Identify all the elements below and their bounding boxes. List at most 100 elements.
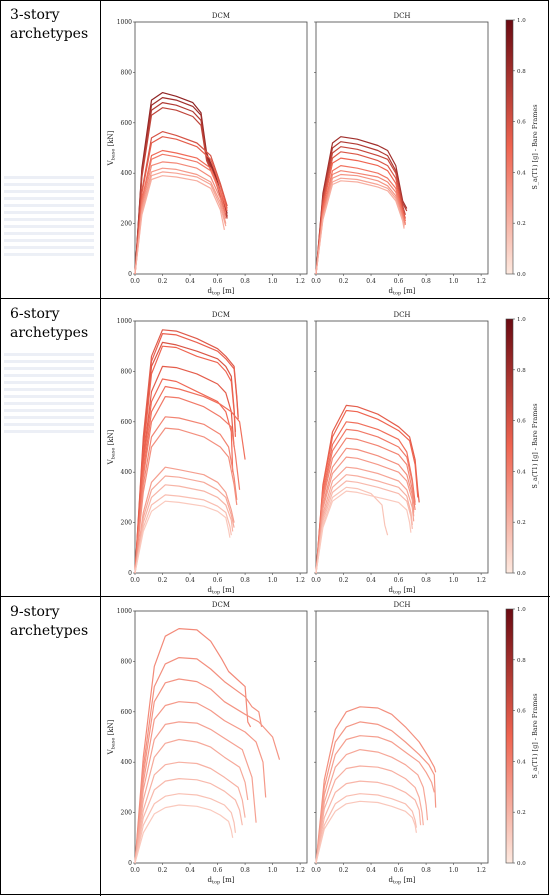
colorbar-bar (505, 19, 514, 275)
series-line (315, 721, 437, 864)
plot-frame (315, 320, 489, 574)
x-tick-label: 0.6 (394, 278, 404, 285)
x-tick-label: 1.2 (295, 278, 305, 285)
colorbar-tick-label: 0.8 (517, 69, 526, 75)
series-line (315, 490, 412, 574)
x-tick-label: 0.4 (366, 867, 376, 874)
x-tick-label: 0.0 (311, 278, 321, 285)
series-line (134, 161, 227, 275)
x-tick-label: 1.2 (476, 278, 486, 285)
colorbar-label: S_a(T1) [g] - Bare Frames (531, 693, 539, 778)
colorbar-tick-label: 0.2 (517, 810, 526, 816)
series-line (315, 437, 416, 574)
series-line (134, 149, 228, 275)
row-label-3-story: 3-story archetypes (10, 7, 89, 42)
series-line (315, 157, 406, 275)
y-tick-label: 800 (121, 69, 133, 76)
panel-dcm: DCM 0.0 0.2 0.4 0.6 0.8 1.0 1.2 0 200 400 600 800 100… (107, 601, 308, 886)
row-9-story: 9-story archetypes DCM 0.0 0.2 0.4 0.6 0.8 1.0… (0, 596, 550, 896)
y-tick-label: 1000 (117, 318, 132, 325)
chart-3-story: DCM 0.0 0.2 0.4 0.6 0.8 1.0 1.2 0 200 400 600 800 100… (107, 12, 539, 297)
x-tick-label: 0.4 (366, 577, 376, 584)
y-tick-label: 0 (128, 860, 132, 867)
plot-frame (134, 320, 308, 574)
colorbar-tick-label: 1.0 (517, 317, 526, 323)
x-tick-label: 0.0 (130, 278, 140, 285)
series-line (315, 173, 405, 275)
chart-6-story: DCM 0.0 0.2 0.4 0.6 0.8 1.0 1.2 0 200 400 600 800 100… (107, 311, 539, 596)
series-line (315, 146, 406, 275)
x-tick-label: 0.0 (311, 577, 321, 584)
colorbar-bar (505, 608, 514, 864)
series-line (315, 793, 417, 864)
series-line (315, 136, 408, 275)
panel-title: DCM (212, 12, 230, 20)
series-line (134, 396, 241, 574)
x-axis-label: dtop [m] (207, 876, 234, 886)
faint-bleed-through (4, 349, 94, 469)
series-line (134, 427, 238, 574)
series-line (134, 131, 228, 275)
panel-title: DCM (212, 601, 230, 609)
x-tick-label: 0.8 (421, 577, 431, 584)
colorbar-tick-label: 1.0 (517, 607, 526, 613)
x-axis-label: dtop [m] (207, 586, 234, 596)
row-3-story: 3-story archetypes DCM 0.0 0.2 0.4 0.6 0.8 1.0… (0, 0, 550, 298)
x-tick-label: 0.2 (339, 278, 349, 285)
series-line (315, 456, 415, 574)
y-tick-label: 400 (121, 170, 133, 177)
row-6-story: 6-story archetypes DCM 0.0 0.2 0.4 0.6 0.8 1.0… (0, 298, 550, 596)
x-tick-label: 0.0 (130, 577, 140, 584)
series-line (315, 466, 415, 574)
x-tick-label: 0.8 (240, 577, 250, 584)
panel-dch: DCH 0.0 0.2 0.4 0.6 0.8 1.0 1.2 dtop [m] (311, 12, 489, 297)
y-tick-label: 1000 (117, 19, 132, 26)
series-line (134, 701, 267, 864)
x-axis-label: dtop [m] (388, 287, 415, 297)
colorbar-tick-label: 0.8 (517, 658, 526, 664)
row-label-9-story: 9-story archetypes (10, 604, 89, 639)
panel-title: DCH (393, 12, 410, 20)
series-line (134, 804, 234, 864)
series-line (134, 738, 249, 864)
colorbar-tick-label: 0.0 (517, 571, 526, 577)
series-line (315, 421, 416, 574)
panel-dch: DCH 0.0 0.2 0.4 0.6 0.8 1.0 1.2 dtop [m] (311, 601, 489, 886)
x-tick-label: 0.2 (158, 278, 168, 285)
series-line (315, 800, 417, 864)
series-line (134, 92, 228, 275)
x-tick-label: 0.4 (185, 577, 195, 584)
colorbar-tick-label: 0.0 (517, 272, 526, 278)
series-line (134, 657, 263, 864)
panel-dcm: DCM 0.0 0.2 0.4 0.6 0.8 1.0 1.2 0 200 400 600 800 100… (107, 12, 308, 297)
x-tick-label: 1.0 (449, 278, 459, 285)
x-tick-label: 1.0 (268, 278, 278, 285)
y-tick-label: 200 (121, 221, 133, 228)
x-tick-label: 0.0 (311, 867, 321, 874)
y-tick-label: 200 (121, 810, 133, 817)
x-tick-label: 0.8 (421, 867, 431, 874)
x-tick-label: 0.2 (158, 867, 168, 874)
colorbar-label: S_a(T1) [g] - Bare Frames (531, 104, 539, 189)
row-label-6-story: 6-story archetypes (10, 306, 89, 341)
panel-dch: DCH 0.0 0.2 0.4 0.6 0.8 1.0 1.2 dtop [m] (311, 311, 489, 596)
x-tick-label: 1.0 (268, 867, 278, 874)
series-line (134, 365, 235, 574)
colorbar-tick-label: 0.4 (517, 170, 526, 176)
series-line (134, 484, 234, 574)
series-line (315, 480, 413, 574)
series-line (315, 780, 422, 864)
colorbar-tick-label: 0.8 (517, 368, 526, 374)
y-tick-label: 800 (121, 658, 133, 665)
y-axis-label: Vbase [kN] (107, 719, 117, 755)
series-line (315, 177, 405, 275)
series-line (315, 735, 435, 864)
x-tick-label: 1.2 (476, 867, 486, 874)
x-tick-label: 0.2 (158, 577, 168, 584)
y-axis-label: Vbase [kN] (107, 130, 117, 166)
series-line (315, 170, 406, 275)
panel-title: DCM (212, 311, 230, 319)
x-tick-label: 0.6 (213, 278, 223, 285)
plot-frame (315, 21, 489, 275)
x-tick-label: 0.8 (240, 867, 250, 874)
